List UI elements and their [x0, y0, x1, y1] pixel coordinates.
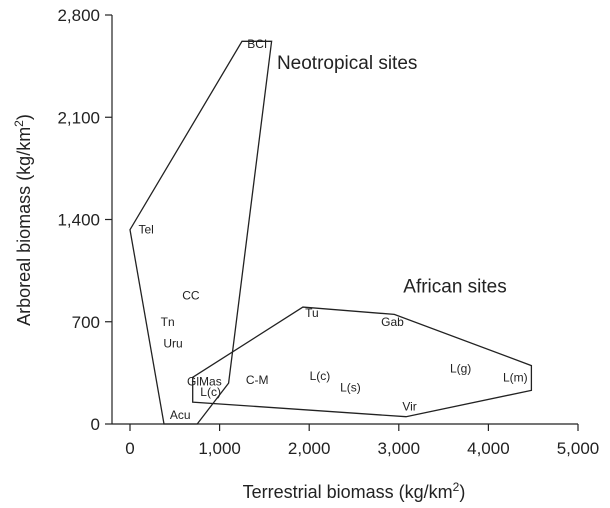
x-tick-label: 1,000	[198, 439, 241, 458]
group-labels: Neotropical sites African sites	[277, 53, 507, 297]
site-label: L(m)	[503, 370, 528, 384]
y-tick-label: 700	[72, 313, 100, 332]
y-tick-label: 2,800	[57, 6, 100, 25]
site-label: Tel	[138, 223, 153, 237]
group-hull	[192, 306, 533, 418]
y-tick-label: 0	[91, 415, 100, 434]
y-tick-label: 1,400	[57, 211, 100, 230]
x-tick-label: 0	[125, 439, 134, 458]
x-axis-label: Terrestrial biomass (kg/km2)	[243, 480, 466, 502]
site-label: Gab	[381, 315, 404, 329]
x-tick-label: 4,000	[467, 439, 510, 458]
axes	[111, 15, 578, 425]
group-label: Neotropical sites	[277, 53, 417, 74]
site-label: L(c)	[200, 385, 221, 399]
site-label: Tu	[305, 306, 319, 320]
y-axis-label: Arboreal biomass (kg/km2)	[12, 114, 34, 326]
x-axis-ticks: 0 1,000 2,000 3,000 4,000 5,000	[125, 424, 599, 458]
site-label: BCI	[247, 37, 267, 51]
group-label: African sites	[403, 277, 506, 298]
y-axis-ticks: 0 700 1,400 2,100 2,800	[57, 6, 112, 434]
x-tick-label: 3,000	[378, 439, 421, 458]
site-label: Uru	[163, 337, 182, 351]
site-label: Vir	[402, 399, 416, 413]
x-tick-label: 2,000	[288, 439, 331, 458]
site-label: L(s)	[340, 380, 361, 394]
site-label: Tn	[161, 315, 175, 329]
site-label: GlMas	[187, 375, 222, 389]
site-label: CC	[182, 288, 200, 302]
site-label: L(c)	[310, 369, 331, 383]
site-label: C-M	[246, 373, 269, 387]
site-label: L(g)	[450, 361, 471, 375]
site-label: Acu	[170, 408, 191, 422]
y-tick-label: 2,100	[57, 108, 100, 127]
x-tick-label: 5,000	[557, 439, 600, 458]
